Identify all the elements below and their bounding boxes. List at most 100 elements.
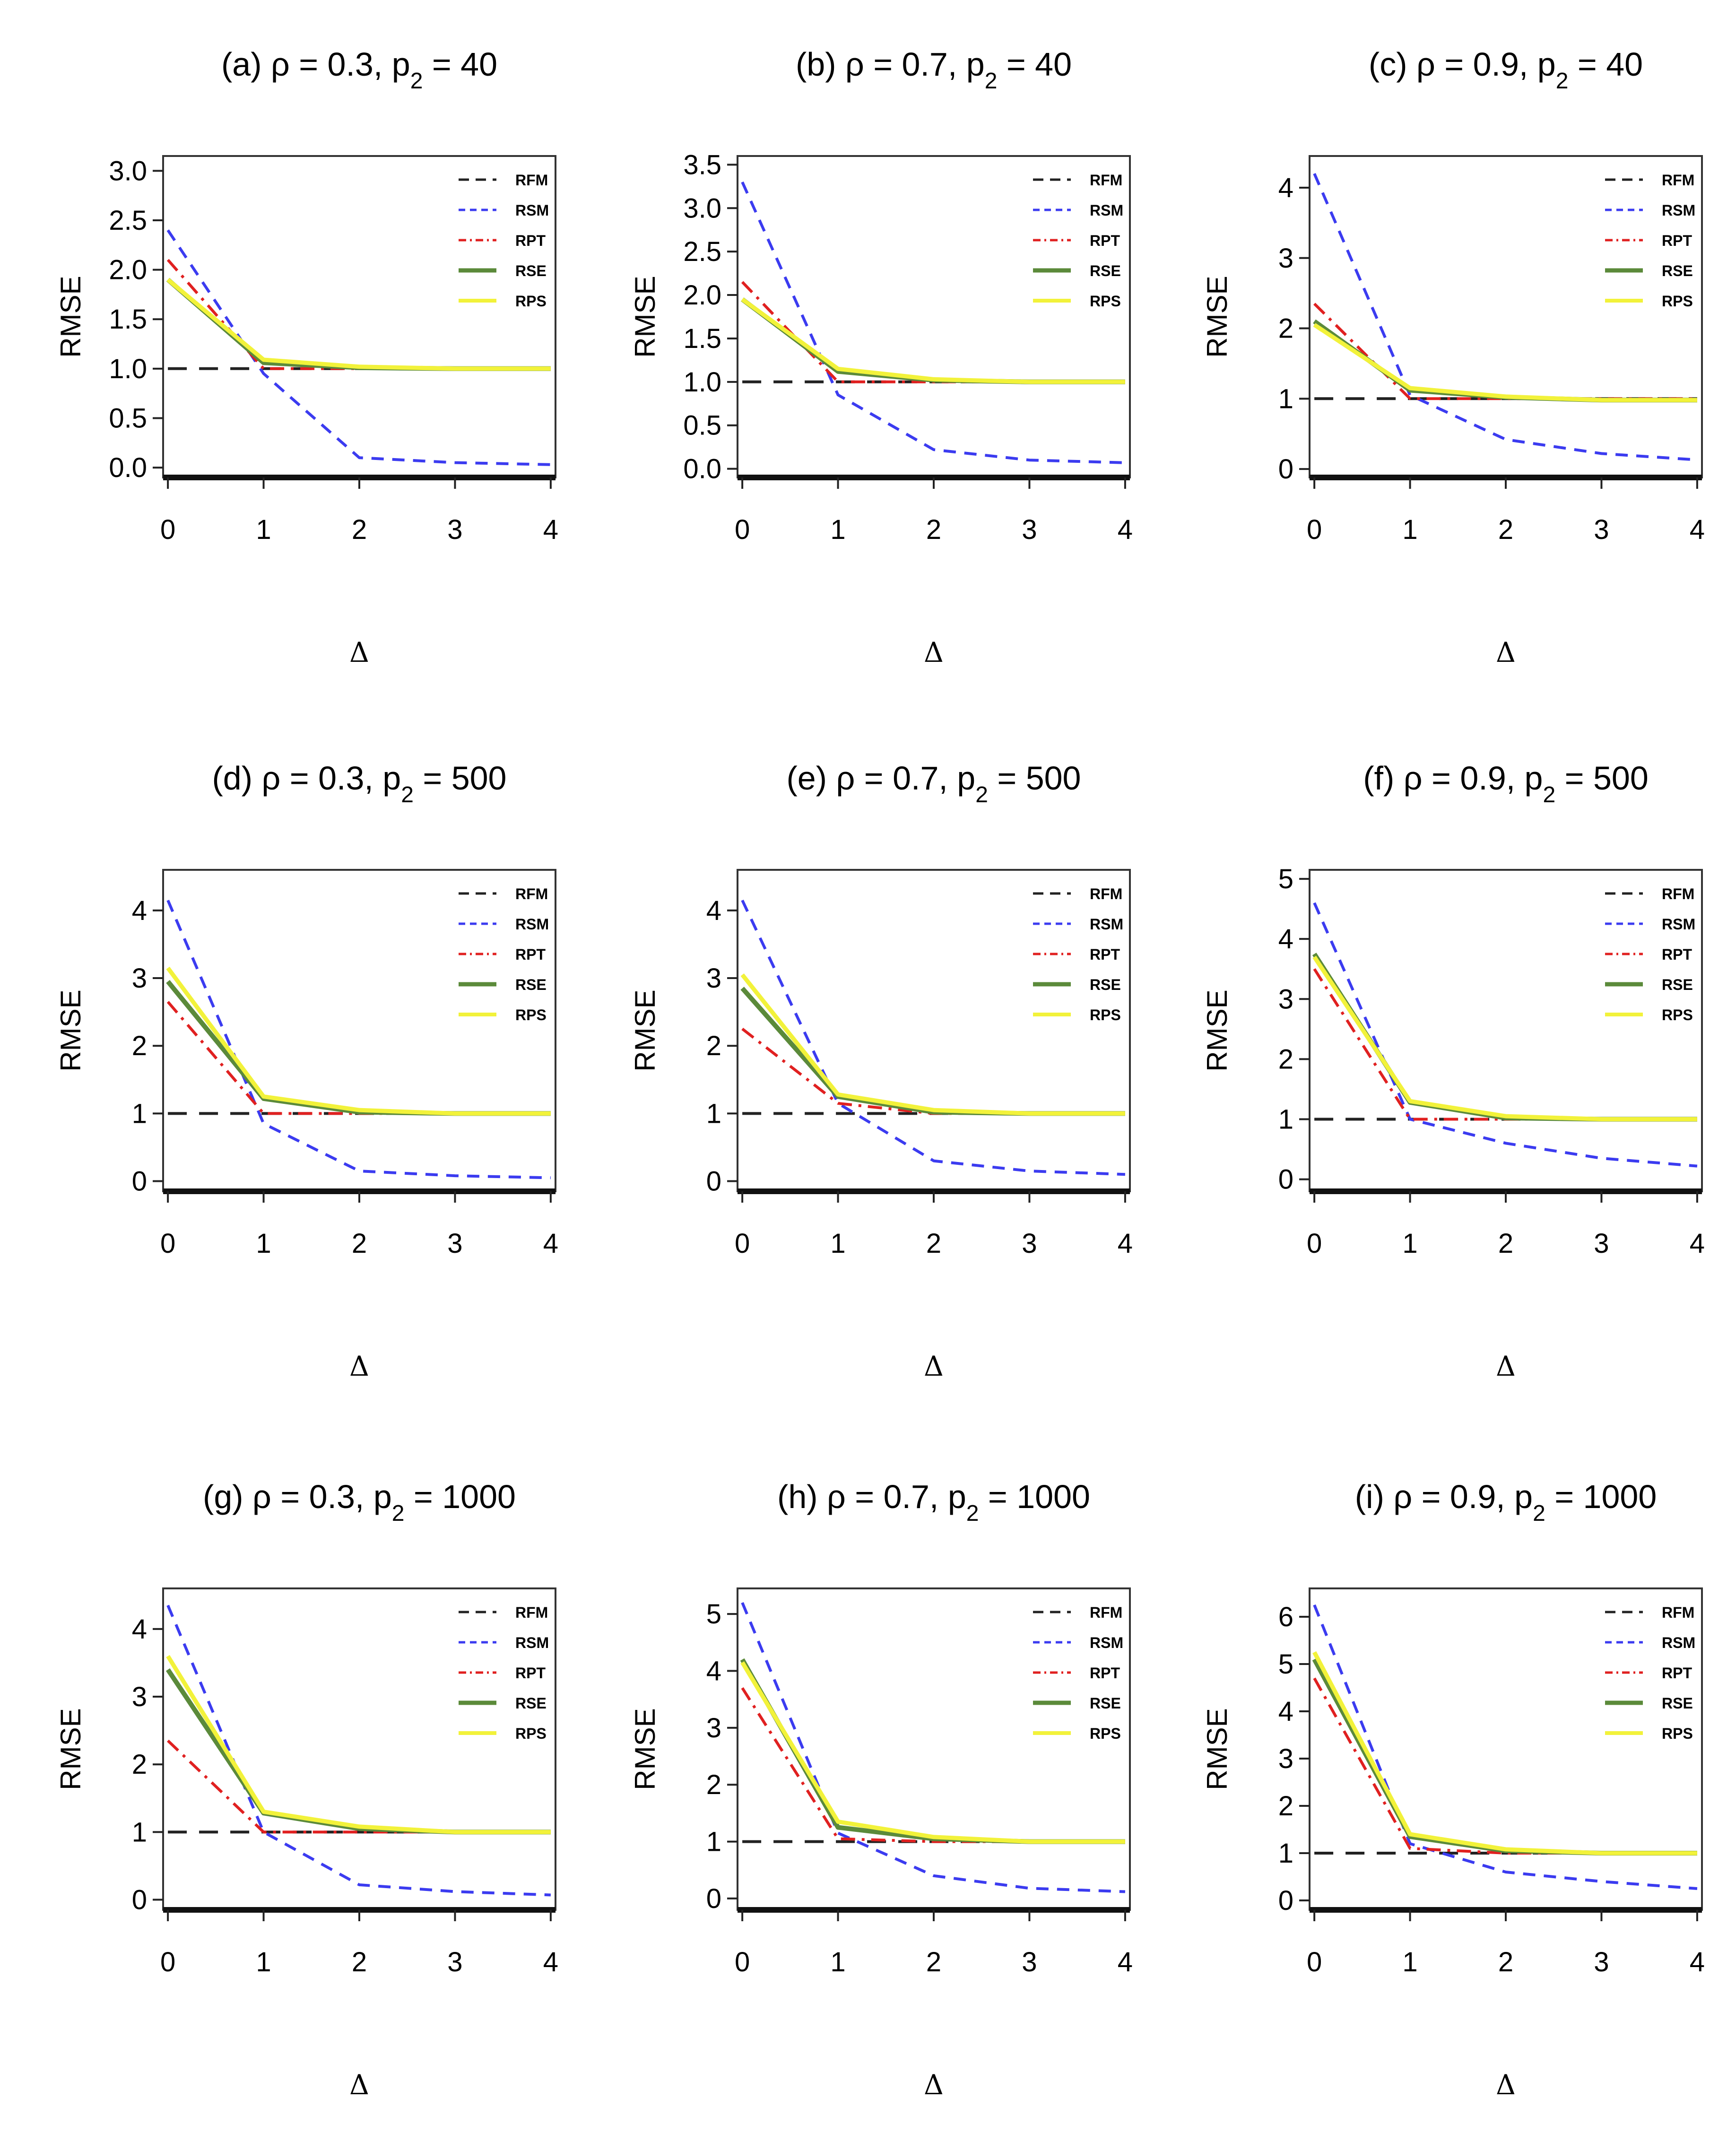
- y-axis-label: RMSE: [1201, 276, 1233, 357]
- series-line-rsm: [166, 900, 551, 1179]
- panel-title: (e) ρ = 0.7, p2 = 500: [786, 760, 1081, 807]
- x-tick-label: 4: [1118, 1228, 1133, 1259]
- legend-label-rps: RPS: [1090, 293, 1121, 310]
- y-axis-label: RMSE: [55, 1708, 87, 1790]
- plot-box: [162, 155, 556, 478]
- legend-label-rpt: RPT: [1090, 946, 1120, 963]
- x-axis-label: Δ: [349, 636, 369, 668]
- series-line-rps: [166, 966, 551, 1116]
- y-tick-label: 3: [1278, 243, 1293, 274]
- y-tick-label: 1: [132, 1098, 147, 1129]
- y-tick-label: 2: [706, 1031, 721, 1061]
- panel-title: (g) ρ = 0.3, p2 = 1000: [203, 1478, 516, 1526]
- x-tick-label: 1: [830, 1947, 845, 1977]
- series-line-rsm: [166, 1604, 551, 1897]
- y-tick-label: 3.0: [683, 193, 721, 224]
- x-tick-label: 0: [1307, 1947, 1322, 1977]
- y-tick-label: 2: [1278, 1791, 1293, 1821]
- y-tick-label: 3.0: [109, 156, 147, 186]
- y-tick-label: 4: [132, 1614, 147, 1645]
- y-tick-label: 3: [1278, 1743, 1293, 1774]
- y-tick-label: 2.0: [109, 255, 147, 286]
- legend-label-rse: RSE: [1090, 262, 1121, 279]
- x-tick-label: 3: [1022, 1228, 1037, 1259]
- series-line-rsm: [1313, 1604, 1698, 1890]
- legend-label-rpt: RPT: [515, 946, 546, 963]
- series-line-rps: [166, 1655, 551, 1834]
- y-axis-label: RMSE: [629, 1708, 661, 1790]
- legend-label-rps: RPS: [1662, 1725, 1693, 1742]
- y-tick-label: 2: [132, 1031, 147, 1061]
- x-tick-label: 2: [352, 1228, 367, 1259]
- legend-label-rfm: RFM: [1090, 1604, 1122, 1621]
- x-tick-label: 0: [160, 1947, 175, 1977]
- series-line-rsm: [741, 900, 1126, 1176]
- x-tick-label: 1: [256, 1947, 271, 1977]
- x-tick-label: 1: [256, 1228, 271, 1259]
- series-line-rsm: [741, 1602, 1126, 1893]
- x-tick-label: 0: [735, 514, 750, 545]
- y-tick-label: 4: [1278, 924, 1293, 954]
- y-tick-label: 1: [1278, 1838, 1293, 1869]
- legend-label-rps: RPS: [1662, 1006, 1693, 1023]
- panel-title: (d) ρ = 0.3, p2 = 500: [212, 760, 506, 807]
- legend-label-rfm: RFM: [515, 172, 548, 189]
- x-tick-label: 2: [1498, 514, 1513, 545]
- legend-label-rse: RSE: [1662, 262, 1693, 279]
- x-tick-label: 4: [1118, 1947, 1133, 1977]
- x-axis-label: Δ: [1496, 1350, 1516, 1382]
- panel-title: (f) ρ = 0.9, p2 = 500: [1363, 760, 1649, 807]
- legend-label-rps: RPS: [515, 1725, 547, 1742]
- x-tick-label: 0: [160, 1228, 175, 1259]
- panel-f: (f) ρ = 0.9, p2 = 500 0 1 2 3 4 5 0 1 2 3 4 RMSE Δ RFM…: [1201, 760, 1705, 1382]
- y-axis-label: RMSE: [55, 276, 87, 357]
- legend-label-rpt: RPT: [1662, 1665, 1692, 1682]
- x-axis-label: Δ: [924, 1350, 944, 1382]
- y-axis-label: RMSE: [629, 276, 661, 357]
- y-tick-label: 2.5: [109, 205, 147, 236]
- x-tick-label: 3: [1594, 1947, 1609, 1977]
- x-tick-label: 1: [830, 514, 845, 545]
- legend-label-rpt: RPT: [1090, 232, 1120, 249]
- plot-box: [737, 869, 1131, 1192]
- legend-label-rsm: RSM: [1662, 916, 1695, 933]
- x-tick-label: 1: [1402, 1947, 1417, 1977]
- x-tick-label: 4: [543, 1228, 558, 1259]
- y-tick-label: 2: [132, 1749, 147, 1780]
- panel-title: (a) ρ = 0.3, p2 = 40: [221, 46, 497, 94]
- y-tick-label: 5: [1278, 864, 1293, 894]
- y-tick-label: 1: [706, 1827, 721, 1857]
- legend-label-rfm: RFM: [1090, 885, 1122, 902]
- x-tick-label: 3: [1022, 1947, 1037, 1977]
- x-tick-label: 4: [543, 514, 558, 545]
- legend-label-rsm: RSM: [1090, 1634, 1123, 1651]
- series-line-rsm: [741, 181, 1125, 464]
- y-axis-label: RMSE: [1201, 989, 1233, 1071]
- legend-label-rfm: RFM: [1090, 172, 1122, 189]
- legend-label-rsm: RSM: [515, 916, 549, 933]
- y-tick-label: 0.5: [109, 403, 147, 434]
- y-axis-label: RMSE: [55, 989, 87, 1071]
- y-tick-label: 1.0: [109, 354, 147, 384]
- x-tick-label: 0: [1307, 514, 1322, 545]
- y-tick-label: 0: [1278, 1164, 1293, 1195]
- series-line-rse: [740, 1658, 1125, 1844]
- legend-label-rse: RSE: [1662, 1695, 1693, 1712]
- y-tick-label: 0: [1278, 454, 1293, 485]
- legend-label-rse: RSE: [1090, 976, 1121, 993]
- legend-label-rpt: RPT: [1090, 1665, 1120, 1682]
- y-tick-label: 2: [706, 1769, 721, 1800]
- x-axis-label: Δ: [924, 2069, 944, 2101]
- legend-label-rfm: RFM: [515, 885, 548, 902]
- legend-label-rsm: RSM: [515, 202, 549, 219]
- legend-label-rse: RSE: [515, 262, 547, 279]
- series-line-rsm: [1313, 173, 1698, 461]
- x-tick-label: 3: [447, 1228, 462, 1259]
- legend-label-rpt: RPT: [515, 1665, 546, 1682]
- legend-label-rps: RPS: [1090, 1006, 1121, 1023]
- panel-g: (g) ρ = 0.3, p2 = 1000 0 1 2 3 4 0 1 2 3 4 RMSE Δ RFM…: [55, 1478, 558, 2101]
- panel-d: (d) ρ = 0.3, p2 = 500 0 1 2 3 4 0 1 2 3 4 RMSE Δ RFM R…: [55, 760, 558, 1382]
- legend-label-rps: RPS: [1090, 1725, 1121, 1742]
- y-tick-label: 3: [1278, 984, 1293, 1014]
- series-line-rsm: [166, 229, 551, 466]
